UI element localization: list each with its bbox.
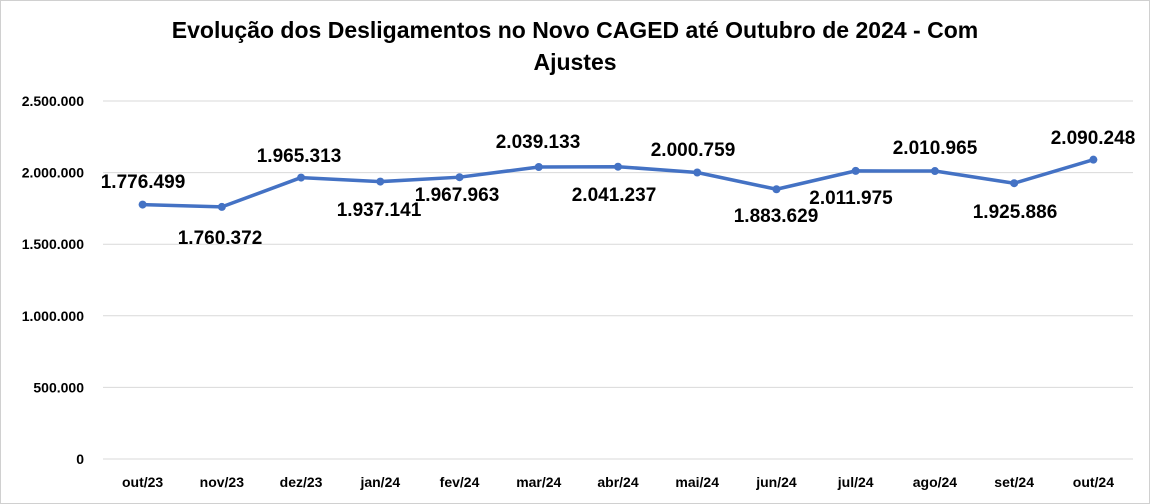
data-point [455, 173, 464, 182]
x-tick-label: out/23 [122, 474, 163, 490]
data-point [930, 167, 939, 176]
y-tick-label: 500.000 [33, 379, 84, 395]
y-tick-label: 1.500.000 [22, 236, 84, 252]
data-point [614, 162, 622, 171]
y-tick-label: 0 [76, 451, 84, 467]
x-tick-label: jul/24 [837, 474, 874, 490]
data-point [376, 177, 385, 186]
y-tick-label: 2.500.000 [22, 93, 84, 109]
data-label: 2.039.133 [496, 132, 581, 153]
x-tick-label: nov/23 [200, 474, 245, 490]
data-label: 1.760.372 [178, 228, 263, 249]
data-label: 1.883.629 [734, 206, 819, 227]
x-tick-label: dez/23 [280, 474, 323, 490]
x-tick-label: mai/24 [675, 474, 719, 490]
data-point [217, 202, 226, 211]
data-label: 1.937.141 [337, 200, 422, 221]
data-point [138, 200, 147, 209]
data-point [851, 166, 860, 175]
chart-title: Evolução dos Desligamentos no Novo CAGED… [171, 17, 979, 75]
x-tick-label: jun/24 [755, 474, 797, 490]
y-tick-label: 2.000.000 [22, 165, 84, 181]
data-point [534, 162, 543, 171]
data-label: 2.000.759 [651, 140, 736, 161]
y-tick-label: 1.000.000 [22, 308, 84, 324]
data-label: 2.041.237 [572, 185, 657, 206]
x-tick-label: jan/24 [359, 474, 400, 490]
x-tick-label: ago/24 [913, 474, 958, 490]
data-point [1089, 155, 1098, 164]
data-label: 1.965.313 [257, 146, 342, 167]
data-point [693, 168, 702, 177]
data-label: 1.776.499 [101, 172, 186, 193]
data-label: 2.090.248 [1051, 128, 1136, 149]
data-label: 1.925.886 [973, 202, 1058, 223]
data-point [772, 185, 781, 194]
data-label: 2.011.975 [809, 188, 893, 209]
x-tick-label: out/24 [1073, 474, 1114, 490]
x-tick-label: set/24 [994, 474, 1034, 490]
data-label: 2.010.965 [893, 138, 978, 159]
x-tick-label: mar/24 [516, 474, 561, 490]
data-point [1010, 179, 1019, 188]
x-tick-label: abr/24 [597, 474, 638, 490]
x-tick-label: fev/24 [440, 474, 480, 490]
data-point [297, 173, 306, 182]
data-label: 1.967.963 [415, 185, 500, 206]
